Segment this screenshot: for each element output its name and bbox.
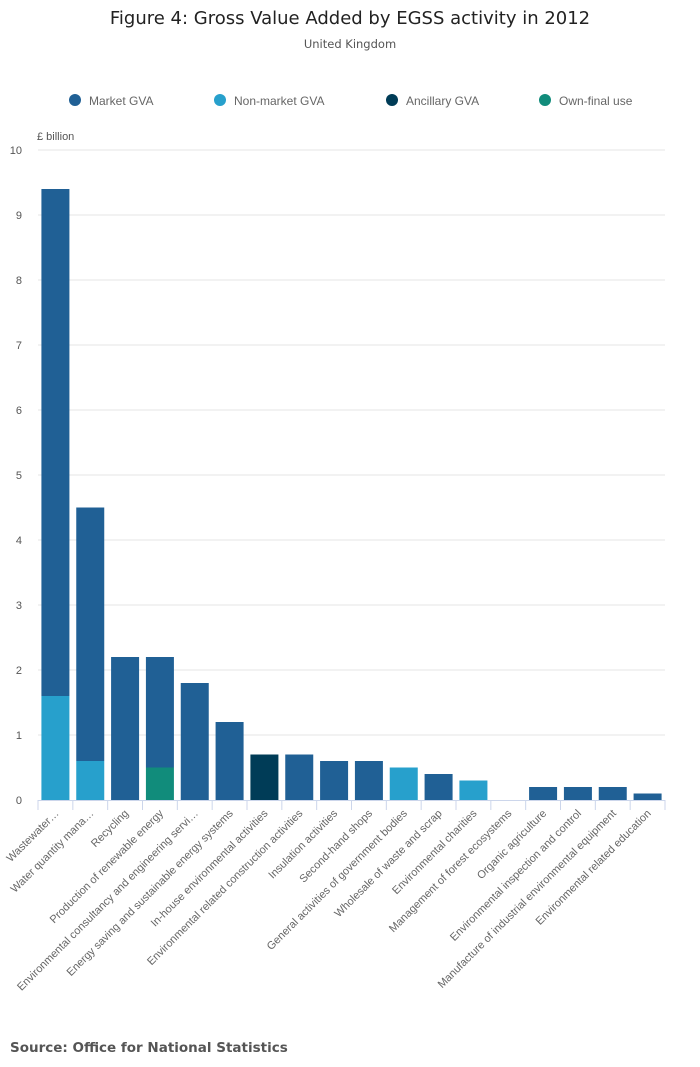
y-tick-label: 8 <box>16 275 22 287</box>
bar-segment <box>76 507 105 761</box>
legend-label: Non-market GVA <box>234 94 324 108</box>
chart-subtitle: United Kingdom <box>303 37 397 51</box>
bar-segment <box>145 767 174 800</box>
y-tick-label: 5 <box>16 470 22 482</box>
legend-label: Market GVA <box>89 94 153 108</box>
y-tick-label: 0 <box>16 795 22 807</box>
bar-segment <box>41 696 70 800</box>
bar-segment <box>250 754 279 800</box>
bar-segment <box>180 683 209 800</box>
bar-segment <box>285 754 314 800</box>
bar-segment <box>633 793 662 800</box>
y-tick-label: 1 <box>16 730 22 742</box>
legend-label: Ancillary GVA <box>406 94 479 108</box>
x-tick-label: Environmental inspection and control <box>448 808 584 944</box>
legend-marker-icon <box>69 94 81 106</box>
y-tick-label: 10 <box>10 145 22 157</box>
chart-title: Figure 4: Gross Value Added by EGSS acti… <box>109 8 591 29</box>
bar-segment <box>459 780 488 800</box>
bar-segment <box>354 761 383 800</box>
bar-segment <box>145 657 174 768</box>
y-tick-label: 4 <box>16 535 22 547</box>
y-tick-label: 6 <box>16 405 22 417</box>
bar-segment <box>41 189 70 696</box>
bar-segment <box>529 787 558 800</box>
legend-marker-icon <box>214 94 226 106</box>
y-tick-label: 3 <box>16 600 22 612</box>
legend-marker-icon <box>386 94 398 106</box>
bar-segment <box>320 761 349 800</box>
y-axis-label: £ billion <box>37 131 74 143</box>
y-tick-label: 2 <box>16 665 22 677</box>
y-tick-label: 7 <box>16 340 22 352</box>
bar-segment <box>563 787 592 800</box>
legend-marker-icon <box>539 94 551 106</box>
source-note: Source: Office for National Statistics <box>10 1040 288 1056</box>
bar-segment <box>424 774 453 800</box>
bar-segment <box>389 767 418 800</box>
bar-segment <box>76 761 105 800</box>
bar-segment <box>215 722 244 800</box>
y-tick-label: 9 <box>16 210 22 222</box>
legend-label: Own-final use <box>559 94 633 108</box>
bar-segment <box>111 657 140 800</box>
bar-segment <box>598 787 627 800</box>
